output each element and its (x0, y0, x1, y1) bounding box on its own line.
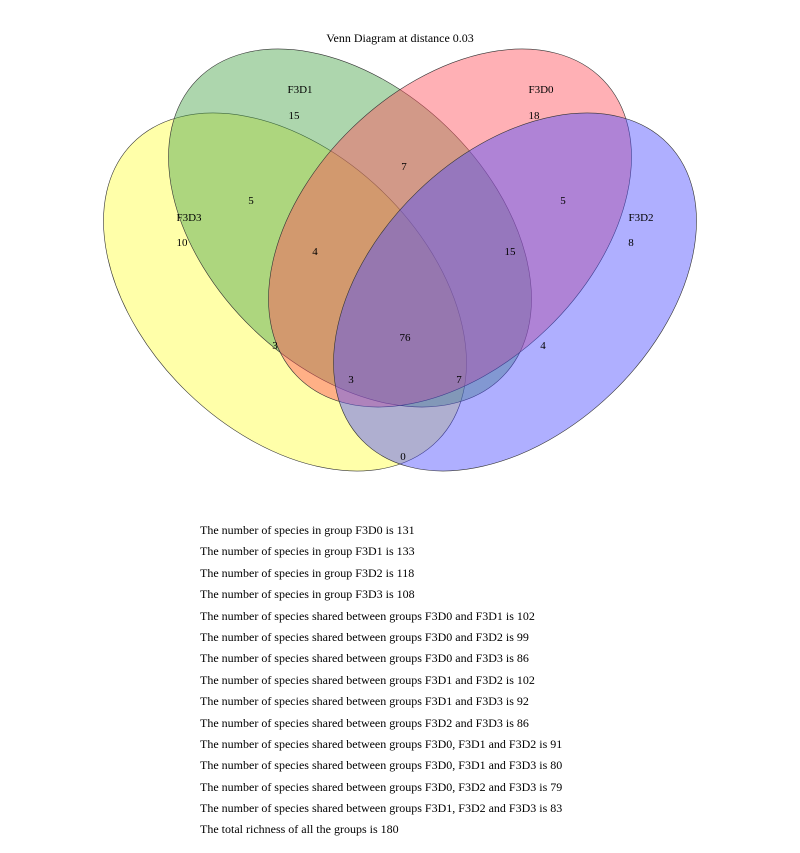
summary-line: The number of species in group F3D0 is 1… (200, 523, 415, 537)
count-f3d1-only: 15 (289, 110, 301, 122)
summary-line: The number of species in group F3D2 is 1… (200, 565, 415, 580)
ellipse-f3d3 (103, 112, 467, 472)
summary-line: The number of species shared between gro… (200, 694, 529, 709)
label-f3d3: F3D3 (176, 212, 202, 224)
ellipse-f3d1 (168, 48, 532, 408)
summary-line: The number of species in group F3D1 is 1… (200, 544, 415, 559)
count-f3d1-f3d2-f3d3: 4 (312, 246, 318, 258)
count-f3d2-only: 8 (628, 237, 634, 249)
summary-line: The number of species shared between gro… (200, 736, 563, 751)
count-f3d0-f3d2: 5 (560, 195, 566, 207)
summary-line: The number of species shared between gro… (200, 651, 529, 666)
count-f3d0-f3d3: 4 (540, 340, 546, 352)
summary-line: The number of species in group F3D3 is 1… (200, 587, 415, 602)
count-f3d3-only: 10 (177, 237, 189, 249)
label-f3d0: F3D0 (528, 84, 554, 96)
summary-line: The number of species shared between gro… (200, 608, 535, 623)
venn-diagram: Venn Diagram at distance 0.03 F3D1 F3D0 … (103, 31, 697, 472)
count-f3d2-f3d3: 3 (272, 340, 278, 352)
label-f3d1: F3D1 (287, 84, 312, 96)
count-f3d0-f3d1-f3d2: 15 (505, 246, 517, 258)
summary-line: The number of species shared between gro… (200, 629, 529, 644)
summary-line: The number of species shared between gro… (200, 801, 563, 816)
diagram-title: Venn Diagram at distance 0.03 (326, 31, 474, 45)
summary-line: The number of species shared between gro… (200, 779, 563, 794)
count-f3d0-f3d1-f3d3: 3 (348, 374, 354, 386)
count-f3d1-f3d3: 5 (248, 195, 254, 207)
summary-line: The number of species shared between gro… (200, 672, 535, 687)
ellipse-f3d0 (268, 48, 632, 408)
label-f3d2: F3D2 (628, 212, 653, 224)
summary-line: The total richness of all the groups is … (200, 822, 399, 837)
count-all-four: 76 (400, 332, 412, 344)
summary-list: The number of species in group F3D0 is 1… (200, 520, 562, 841)
summary-line: The number of species shared between gro… (200, 715, 529, 730)
count-f3d0-only: 18 (529, 110, 541, 122)
summary-line: The number of species shared between gro… (200, 758, 563, 773)
ellipse-f3d2 (333, 112, 697, 472)
count-f3d1-f3d2: 0 (400, 451, 406, 463)
count-f3d0-f3d1: 7 (401, 161, 407, 173)
count-f3d0-f3d2-f3d3: 7 (456, 374, 462, 386)
